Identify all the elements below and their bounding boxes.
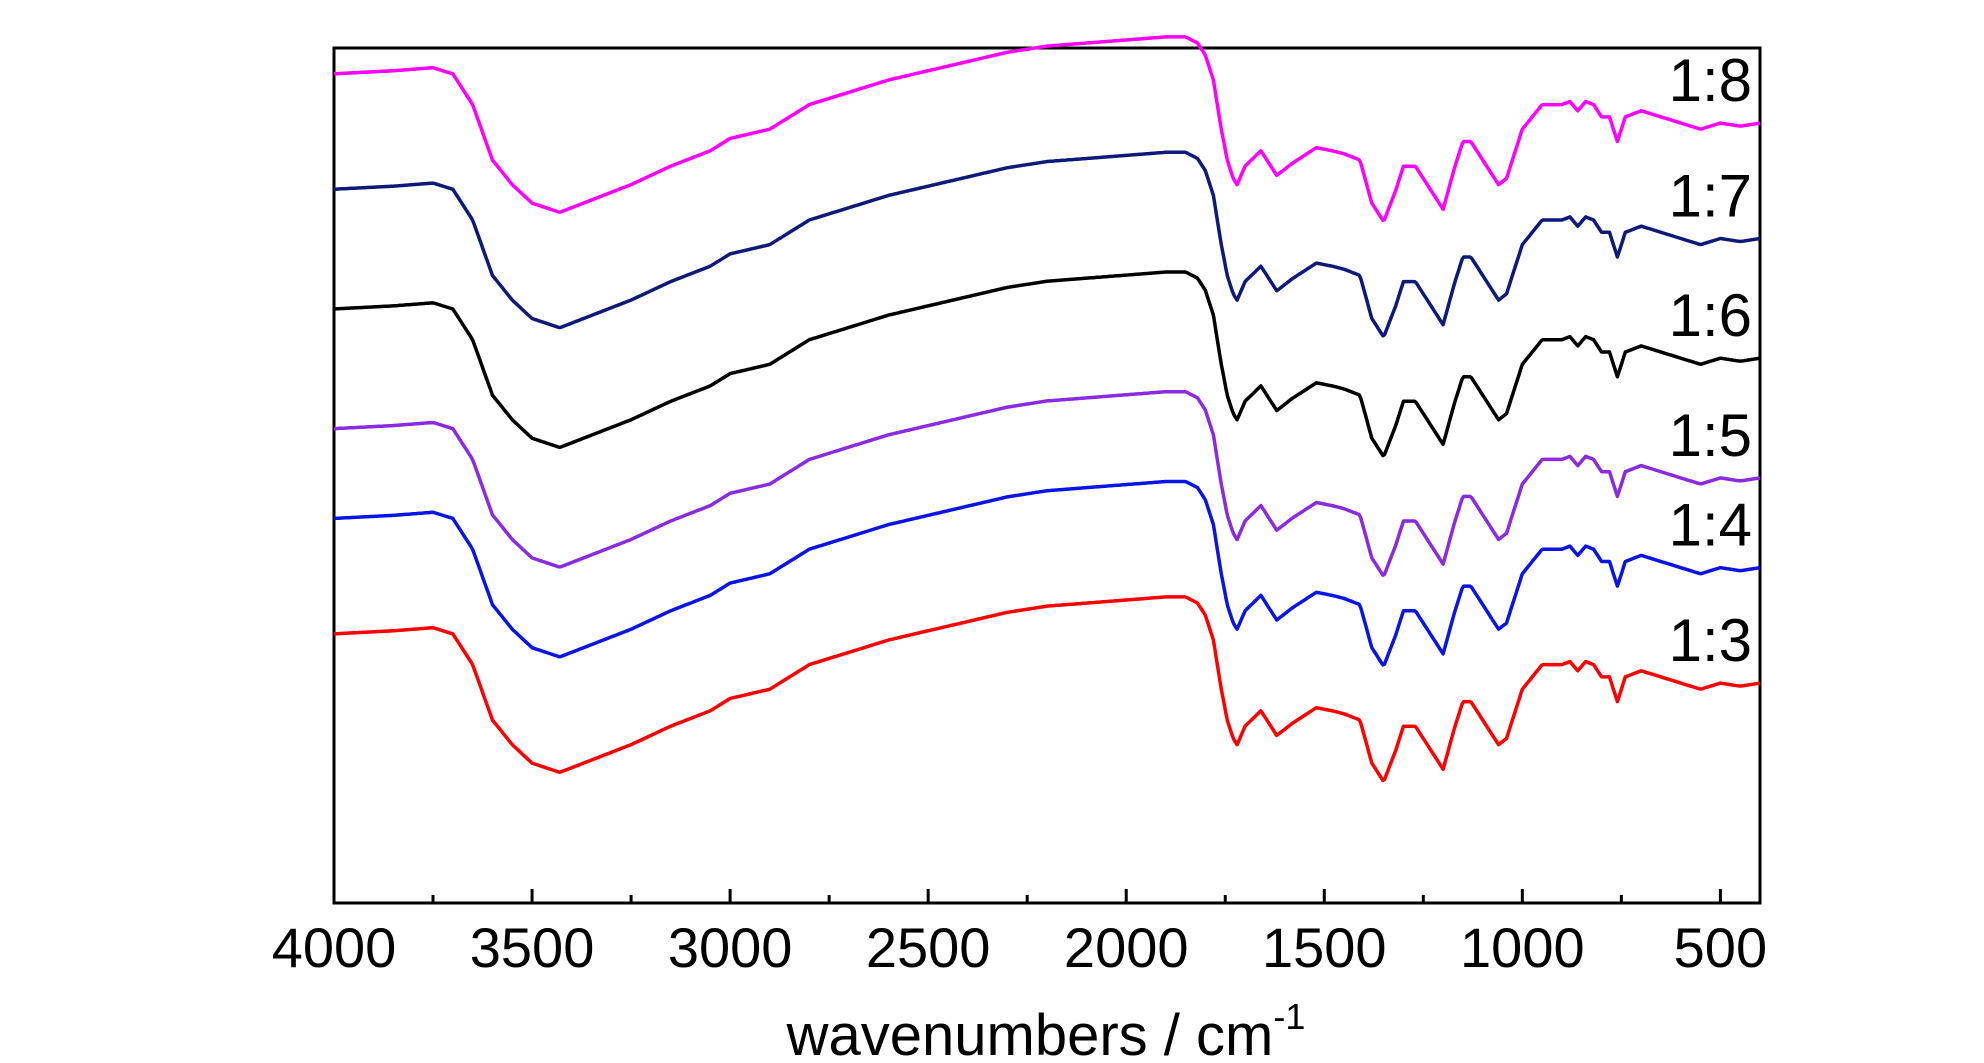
series-line-1-5 — [333, 389, 1761, 577]
x-tick-label: 2000 — [1064, 916, 1189, 979]
x-axis-title-superscript: -1 — [1273, 996, 1305, 1037]
series-label-1-5: 1:5 — [1669, 402, 1752, 469]
x-tick-label: 3500 — [470, 916, 595, 979]
plot-frame — [332, 46, 1762, 905]
series-line-1-8 — [333, 35, 1761, 223]
series-line-1-6 — [333, 270, 1761, 458]
x-axis-title: wavenumbers / cm-1 — [786, 996, 1306, 1063]
series-label-1-4: 1:4 — [1669, 492, 1752, 559]
x-tick-label: 1500 — [1262, 916, 1387, 979]
series-line-1-3 — [333, 595, 1761, 783]
series-label-1-6: 1:6 — [1669, 282, 1752, 349]
series-label-1-7: 1:7 — [1669, 162, 1752, 229]
x-tick-label: 500 — [1674, 916, 1767, 979]
x-axis-title-main: wavenumbers / cm — [786, 1003, 1274, 1063]
x-tick-label: 2500 — [866, 916, 991, 979]
x-tick-label: 4000 — [272, 916, 397, 979]
x-tick-layer: 4000 3500 3000 2500 2000 1500 1000 500 — [272, 889, 1767, 979]
x-tick-label: 1000 — [1460, 916, 1585, 979]
series-line-1-4 — [333, 479, 1761, 667]
series-label-layer: 1:8 1:7 1:6 1:5 1:4 1:3 — [1669, 47, 1752, 674]
x-tick-label: 3000 — [668, 916, 793, 979]
series-label-1-8: 1:8 — [1669, 47, 1752, 114]
series-layer — [333, 35, 1761, 783]
series-line-1-7 — [333, 150, 1761, 338]
series-label-1-3: 1:3 — [1669, 607, 1752, 674]
